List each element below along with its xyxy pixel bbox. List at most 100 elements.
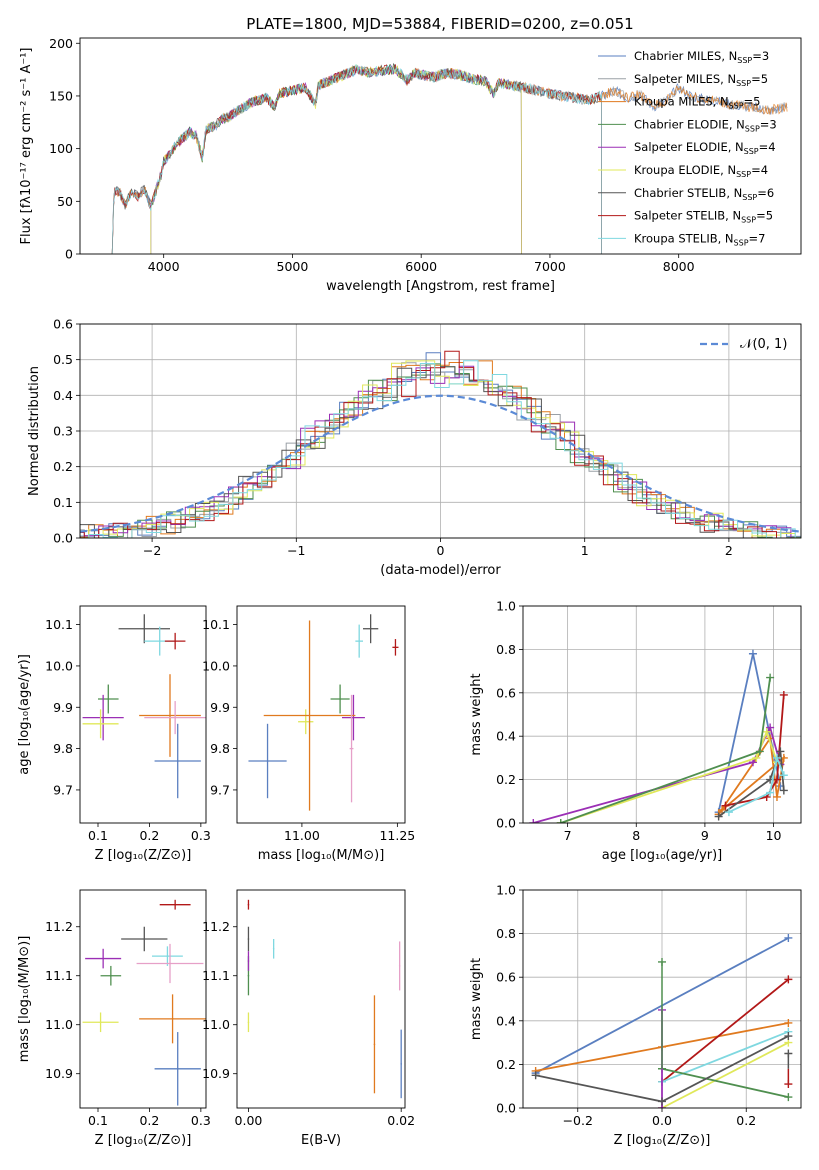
legend-label: Kroupa MILES, NSSP=5 [634,95,760,111]
x-tick-label: 0.1 [88,1113,108,1128]
data-point [174,716,176,719]
legend-subscript: SSP [742,193,757,202]
data-point [166,955,169,957]
spectrum-line [150,65,522,254]
legend-suffix: =4 [759,140,776,154]
data-point [102,957,104,960]
y-axis-label: Normed distribution [27,366,42,496]
y-tick-label: 9.7 [210,782,230,797]
spectrum-line [111,64,602,254]
x-tick-label: 11.25 [379,828,415,843]
data-point [143,938,146,940]
x-axis-label: mass [log₁₀(M/M⊙)] [258,848,385,863]
weight-series [661,1030,789,1083]
data-point [398,965,401,967]
weight-marker [784,933,793,942]
data-point [174,640,176,642]
y-tick-label: 11.2 [202,919,230,934]
y-tick-label: 1.0 [496,599,516,614]
x-tick-label: 0.00 [235,1113,263,1128]
weight-marker [721,801,730,810]
y-tick-label: 10.9 [202,1066,230,1081]
weight-marker [784,1093,793,1102]
x-tick-label: 2 [725,543,733,558]
y-tick-label: 0.5 [53,352,73,367]
y-tick-label: 11.1 [202,968,230,983]
y-tick-label: 10.0 [202,658,230,673]
x-tick-label: 8000 [663,259,695,274]
x-tick-label: 0.2 [139,1113,159,1128]
data-point [247,960,250,962]
x-tick-label: −1 [287,543,305,558]
legend-subscript: SSP [741,216,756,225]
x-axis-label: (data-model)/error [380,563,501,578]
x-tick-label: 8 [632,828,640,843]
legend-subscript: SSP [744,147,759,156]
y-tick-label: 0.0 [496,816,516,831]
x-tick-label: −2 [143,543,161,558]
y-tick-label: 0 [65,247,73,262]
weight-series [533,724,782,823]
data-point [369,627,372,630]
data-point [169,714,171,717]
weight-marker [772,753,781,762]
y-tick-label: 9.8 [210,741,230,756]
plot-area [82,899,206,1106]
axes-frame [522,605,802,824]
x-tick-label: 11.00 [284,828,320,843]
y-tick-label: 0.1 [53,495,73,510]
plot-area [111,62,788,254]
weight-series [661,1041,789,1108]
data-point [247,903,250,906]
y-tick-label: 0.4 [496,729,516,744]
age-vs-z-axes [76,605,207,827]
y-tick-label: 10.9 [45,1066,73,1081]
y-tick-label: 50 [57,194,73,209]
legend-label: Chabrier MILES, NSSP=3 [634,49,769,65]
weight-marker [766,673,775,682]
axes-frame [79,605,207,824]
x-tick-label: 0.0 [652,1113,672,1128]
plot-area [247,899,402,1099]
legend-label: Salpeter ELODIE, NSSP=4 [634,140,776,156]
spectrum-axes [76,37,802,258]
plot-area [80,350,801,538]
weight-series [661,978,789,1083]
y-tick-label: 10.0 [45,658,73,673]
legend-label: Salpeter STELIB, NSSP=5 [634,209,773,225]
weight-marker [755,747,764,756]
weight-marker [779,690,788,699]
weight-marker [772,775,781,784]
data-point [266,760,269,762]
legend-suffix: =4 [751,163,768,177]
spectrum-line [111,62,602,254]
y-tick-label: 11.2 [45,919,73,934]
legend-suffix: =5 [744,95,761,109]
legend-label: Salpeter MILES, NSSP=5 [634,72,768,88]
weight-series [728,754,785,813]
x-tick-label: 0.2 [736,1113,756,1128]
y-tick-label: 10.1 [45,617,73,632]
y-axis-label: Flux [fλ10⁻¹⁷ erg cm⁻² s⁻¹ A⁻¹] [19,48,34,245]
y-tick-label: 0.6 [496,685,516,700]
histogram-series [80,350,801,538]
weight-marker [776,747,785,756]
weight-marker [784,975,793,984]
data-point [171,1018,174,1020]
legend-suffix: =3 [752,49,769,63]
weight-marker [784,1080,793,1089]
x-axis-label: Z [log₁₀(Z/Z⊙)] [95,1133,192,1148]
data-point [158,640,161,642]
y-tick-label: 0.0 [496,1101,516,1116]
y-tick-label: 200 [49,36,73,51]
x-tick-label: 0 [437,543,445,558]
weight-series [725,694,785,807]
x-tick-label: 4000 [148,259,180,274]
legend-subscript: SSP [734,238,749,247]
plot-area [82,614,206,799]
x-tick-label: 7000 [534,259,566,274]
y-tick-label: 0.8 [496,642,516,657]
legend-label: Chabrier ELODIE, NSSP=3 [634,117,777,133]
legend-label: Chabrier STELIB, NSSP=6 [634,186,774,202]
